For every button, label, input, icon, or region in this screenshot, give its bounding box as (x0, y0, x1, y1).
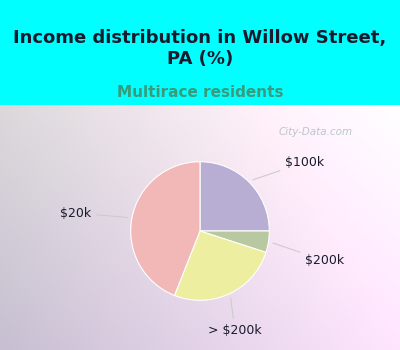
Wedge shape (200, 231, 269, 252)
Text: Income distribution in Willow Street,
PA (%): Income distribution in Willow Street, PA… (13, 29, 387, 68)
Text: > $200k: > $200k (208, 298, 262, 337)
Wedge shape (131, 162, 200, 295)
Text: City-Data.com: City-Data.com (278, 127, 352, 136)
Wedge shape (174, 231, 266, 300)
Text: $100k: $100k (253, 156, 324, 180)
Wedge shape (200, 162, 269, 231)
Text: $200k: $200k (273, 243, 344, 267)
Text: Multirace residents: Multirace residents (117, 85, 283, 100)
Text: $20k: $20k (60, 206, 127, 219)
